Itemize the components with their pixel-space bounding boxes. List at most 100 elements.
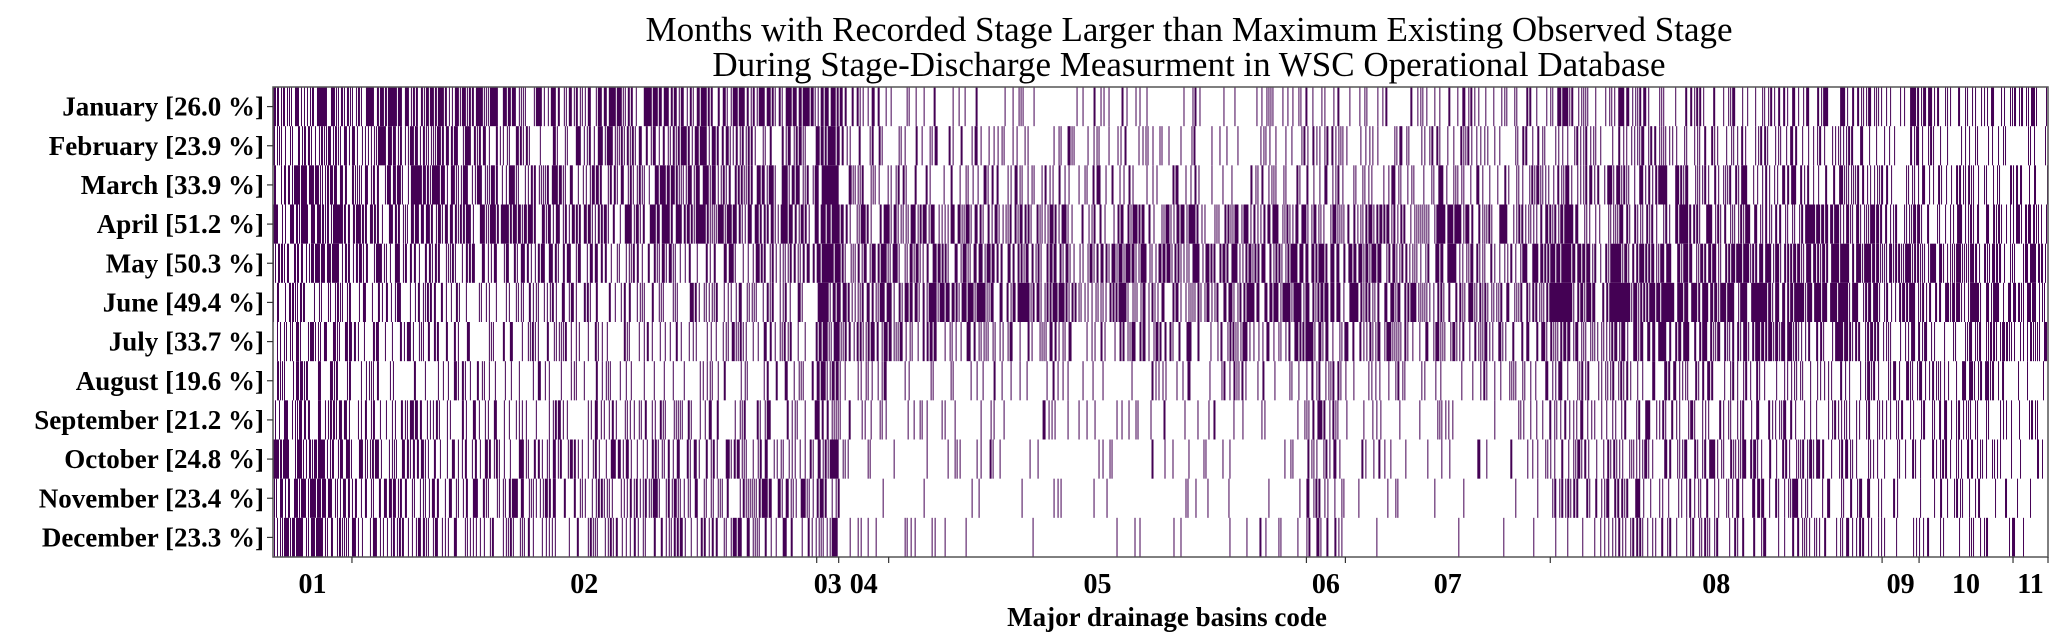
- heatmap-cell-run: [1605, 87, 1607, 127]
- heatmap-cell-run: [1506, 87, 1508, 127]
- heatmap-cell-run: [1992, 361, 1995, 401]
- heatmap-cell-run: [1782, 165, 1786, 205]
- heatmap-cell-run: [1917, 87, 1920, 127]
- heatmap-cell-run: [890, 165, 892, 205]
- heatmap-cell-run: [1844, 400, 1846, 440]
- heatmap-cell-run: [521, 400, 523, 440]
- heatmap-cell-run: [702, 165, 709, 205]
- heatmap-cell-run: [442, 361, 444, 401]
- heatmap-cell-run: [1904, 87, 1906, 127]
- heatmap-cell-run: [1463, 126, 1465, 166]
- heatmap-cell-run: [273, 87, 276, 127]
- heatmap-cell-run: [787, 322, 789, 362]
- heatmap-cell-run: [1482, 204, 1484, 244]
- heatmap-cell-run: [409, 439, 411, 479]
- heatmap-cell-run: [544, 361, 546, 401]
- heatmap-cell-run: [489, 517, 491, 557]
- heatmap-cell-run: [489, 87, 498, 127]
- heatmap-cell-run: [1804, 517, 1806, 557]
- heatmap-cell-run: [817, 282, 829, 322]
- heatmap-cell-run: [1911, 322, 1916, 362]
- heatmap-cell-run: [277, 126, 278, 166]
- heatmap-cell-run: [849, 517, 851, 557]
- heatmap-cell-run: [897, 322, 899, 362]
- heatmap-cell-run: [814, 400, 820, 440]
- heatmap-cell-run: [1261, 243, 1266, 283]
- heatmap-cell-run: [550, 87, 556, 127]
- heatmap-cell-run: [2046, 204, 2047, 244]
- heatmap-cell-run: [1792, 517, 1795, 557]
- heatmap-cell-run: [532, 361, 534, 401]
- heatmap-cell-run: [996, 165, 999, 205]
- heatmap-cell-run: [1704, 243, 1707, 283]
- heatmap-cell-run: [1322, 322, 1324, 362]
- heatmap-cell-run: [1294, 322, 1299, 362]
- heatmap-cell-run: [1400, 165, 1402, 205]
- heatmap-cell-run: [370, 478, 372, 518]
- heatmap-cell-run: [1807, 478, 1809, 518]
- heatmap-cell-run: [1785, 439, 1788, 479]
- heatmap-cell-run: [816, 361, 820, 401]
- heatmap-cell-run: [326, 204, 329, 244]
- heatmap-cell-run: [1542, 400, 1544, 440]
- heatmap-cell-run: [1748, 322, 1750, 362]
- heatmap-cell-run: [1007, 204, 1009, 244]
- heatmap-cell-run: [282, 87, 285, 127]
- heatmap-cell-run: [1470, 165, 1472, 205]
- heatmap-cell-run: [1825, 165, 1828, 205]
- heatmap-cell-run: [594, 517, 596, 557]
- heatmap-cell-run: [1533, 517, 1535, 557]
- heatmap-cell-run: [587, 87, 591, 127]
- heatmap-cell-run: [1878, 478, 1880, 518]
- heatmap-cell-run: [437, 87, 444, 127]
- heatmap-cell-run: [573, 439, 576, 479]
- heatmap-cell-run: [293, 165, 300, 205]
- heatmap-cell-run: [689, 439, 691, 479]
- heatmap-cell-run: [1398, 322, 1400, 362]
- heatmap-cell-run: [1698, 243, 1700, 283]
- heatmap-cell-run: [833, 322, 840, 362]
- heatmap-cell-run: [1182, 361, 1184, 401]
- heatmap-cell-run: [291, 400, 293, 440]
- heatmap-cell-run: [1223, 87, 1225, 127]
- heatmap-cell-run: [437, 243, 440, 283]
- heatmap-cell-run: [1555, 517, 1557, 557]
- heatmap-cell-run: [955, 322, 957, 362]
- heatmap-cell-run: [1902, 282, 1906, 322]
- heatmap-cell-run: [1773, 243, 1775, 283]
- heatmap-cell-run: [365, 87, 374, 127]
- heatmap-cell-run: [305, 361, 308, 401]
- heatmap-cell-run: [1614, 87, 1616, 127]
- heatmap-cell-run: [1001, 361, 1003, 401]
- heatmap-cell-run: [364, 165, 368, 205]
- heatmap-cell-run: [774, 87, 776, 127]
- heatmap-cell-run: [1373, 204, 1375, 244]
- heatmap-cell-run: [848, 165, 852, 205]
- heatmap-cell-run: [1545, 204, 1549, 244]
- heatmap-cell-run: [1089, 243, 1093, 283]
- heatmap-cell-run: [498, 478, 500, 518]
- heatmap-cell-run: [1738, 165, 1740, 205]
- heatmap-cell-run: [1888, 322, 1890, 362]
- heatmap-cell-run: [364, 126, 366, 166]
- heatmap-cell-run: [1838, 282, 1849, 322]
- heatmap-cell-run: [922, 243, 924, 283]
- heatmap-cell-run: [854, 282, 856, 322]
- heatmap-cell-run: [603, 87, 607, 127]
- heatmap-cell-run: [691, 126, 693, 166]
- heatmap-cell-run: [1895, 282, 1897, 322]
- heatmap-cell-run: [1800, 165, 1803, 205]
- heatmap-cell-run: [1776, 361, 1778, 401]
- heatmap-cell-run: [286, 87, 288, 127]
- heatmap-cell-run: [1078, 282, 1080, 322]
- heatmap-cell-run: [1675, 204, 1679, 244]
- heatmap-cell-run: [978, 322, 980, 362]
- heatmap-cell-run: [352, 204, 355, 244]
- heatmap-cell-run: [1996, 322, 1998, 362]
- heatmap-cell-run: [1677, 282, 1684, 322]
- heatmap-cell-run: [732, 517, 737, 557]
- heatmap-cell-run: [944, 243, 947, 283]
- heatmap-cell-run: [967, 165, 969, 205]
- heatmap-cell-run: [769, 282, 771, 322]
- heatmap-cell-run: [1860, 126, 1864, 166]
